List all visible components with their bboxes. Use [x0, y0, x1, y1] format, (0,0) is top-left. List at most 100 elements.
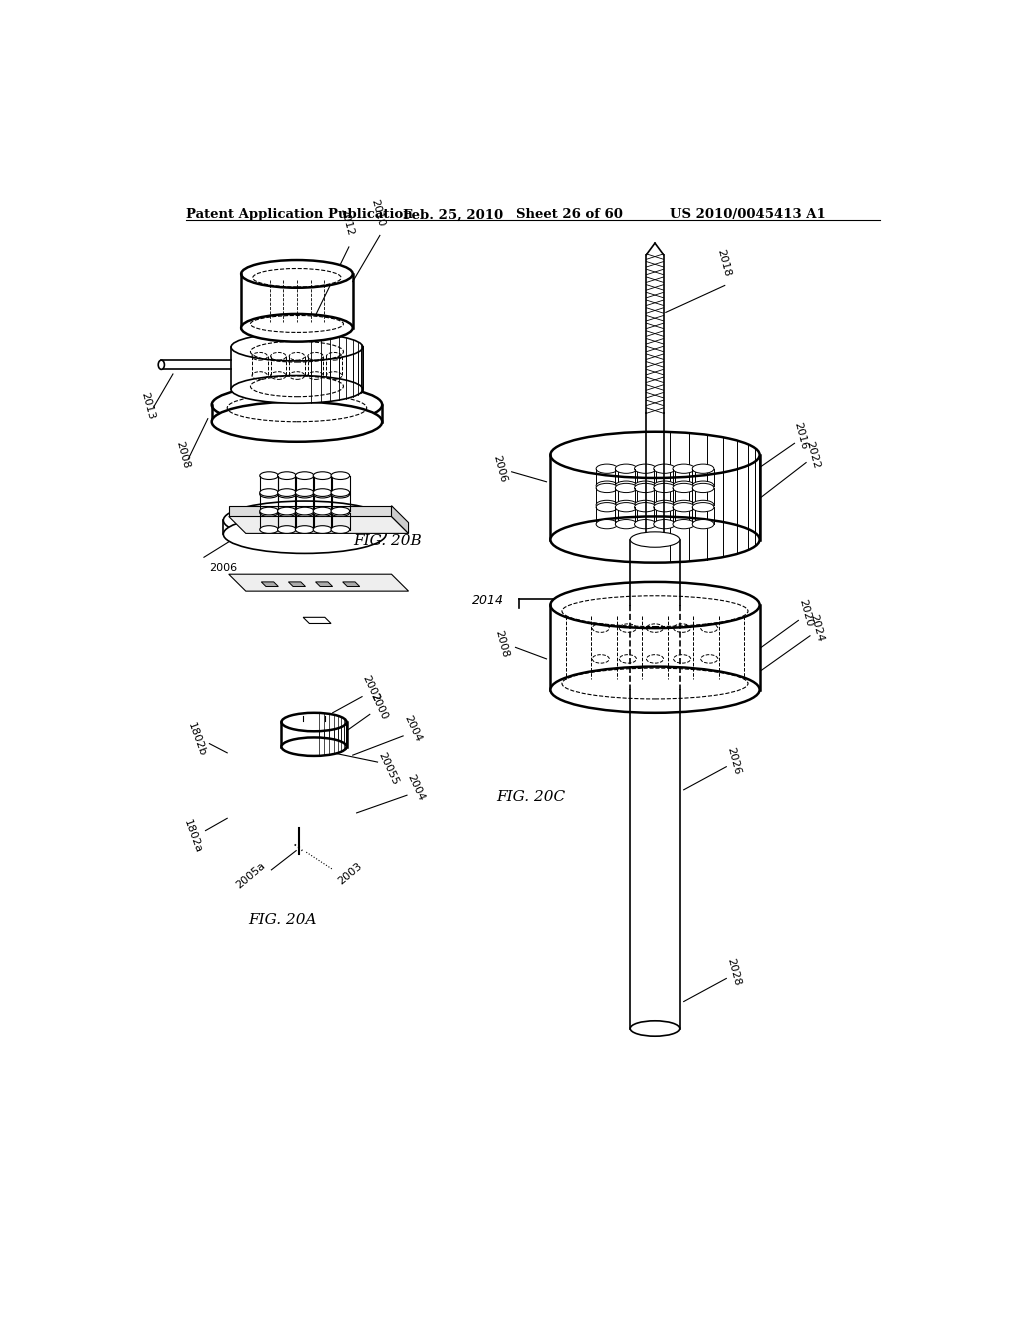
Text: 2005a: 2005a — [234, 861, 267, 891]
Ellipse shape — [295, 471, 314, 479]
Polygon shape — [315, 582, 333, 586]
Text: 2026: 2026 — [725, 746, 741, 775]
Text: 2022: 2022 — [805, 440, 821, 470]
Ellipse shape — [313, 525, 332, 533]
Ellipse shape — [260, 471, 279, 479]
Ellipse shape — [673, 503, 694, 512]
Ellipse shape — [550, 667, 760, 713]
Text: Sheet 26 of 60: Sheet 26 of 60 — [515, 209, 623, 222]
Text: 2020: 2020 — [797, 598, 814, 627]
Ellipse shape — [295, 507, 314, 515]
Ellipse shape — [673, 500, 694, 510]
Text: 2012: 2012 — [338, 207, 355, 238]
Text: 20055: 20055 — [376, 750, 400, 787]
Text: 2008: 2008 — [174, 441, 190, 470]
Ellipse shape — [282, 713, 346, 731]
Ellipse shape — [278, 490, 296, 498]
Text: 2004: 2004 — [402, 713, 423, 743]
Text: 2000: 2000 — [369, 692, 389, 722]
Ellipse shape — [331, 508, 349, 516]
Polygon shape — [303, 618, 331, 623]
Ellipse shape — [635, 465, 656, 474]
Ellipse shape — [673, 465, 694, 474]
Ellipse shape — [241, 260, 352, 288]
Ellipse shape — [615, 500, 637, 510]
Text: 2016: 2016 — [793, 421, 809, 450]
Text: 2028: 2028 — [725, 957, 741, 986]
Ellipse shape — [630, 532, 680, 548]
Ellipse shape — [635, 520, 656, 529]
Ellipse shape — [692, 465, 714, 474]
Ellipse shape — [313, 471, 332, 479]
Ellipse shape — [212, 401, 382, 442]
Text: 1802a: 1802a — [182, 818, 203, 854]
Ellipse shape — [241, 314, 352, 342]
Ellipse shape — [282, 738, 346, 756]
Ellipse shape — [635, 480, 656, 490]
Ellipse shape — [692, 483, 714, 492]
Ellipse shape — [596, 483, 617, 492]
Text: Feb. 25, 2010: Feb. 25, 2010 — [403, 209, 503, 222]
Ellipse shape — [260, 490, 279, 498]
Ellipse shape — [550, 432, 760, 478]
Ellipse shape — [331, 490, 349, 498]
Ellipse shape — [550, 516, 760, 562]
Ellipse shape — [653, 520, 676, 529]
Text: 2024: 2024 — [809, 612, 825, 643]
Ellipse shape — [260, 488, 279, 496]
Ellipse shape — [212, 385, 382, 425]
Ellipse shape — [673, 483, 694, 492]
Text: 2008: 2008 — [494, 628, 510, 659]
Text: 1802b: 1802b — [185, 722, 207, 758]
Ellipse shape — [331, 507, 349, 515]
Text: 2006: 2006 — [490, 454, 508, 483]
Text: 2018: 2018 — [715, 248, 732, 277]
Ellipse shape — [673, 520, 694, 529]
Ellipse shape — [295, 525, 314, 533]
Ellipse shape — [295, 508, 314, 516]
Text: 2003: 2003 — [336, 861, 364, 887]
Ellipse shape — [615, 520, 637, 529]
Ellipse shape — [313, 488, 332, 496]
Text: 2013: 2013 — [139, 391, 156, 420]
Ellipse shape — [223, 515, 386, 553]
Text: 2006: 2006 — [209, 564, 238, 573]
Ellipse shape — [260, 507, 279, 515]
Ellipse shape — [673, 480, 694, 490]
Ellipse shape — [615, 503, 637, 512]
Text: FIG. 20C: FIG. 20C — [496, 789, 565, 804]
Ellipse shape — [692, 520, 714, 529]
Ellipse shape — [231, 333, 362, 360]
Text: US 2010/0045413 A1: US 2010/0045413 A1 — [671, 209, 826, 222]
Text: Patent Application Publication: Patent Application Publication — [186, 209, 413, 222]
Ellipse shape — [653, 500, 676, 510]
Text: 2002: 2002 — [360, 675, 382, 704]
Ellipse shape — [635, 483, 656, 492]
Ellipse shape — [630, 1020, 680, 1036]
Ellipse shape — [653, 480, 676, 490]
Ellipse shape — [278, 525, 296, 533]
Ellipse shape — [635, 500, 656, 510]
Ellipse shape — [223, 502, 386, 540]
Ellipse shape — [596, 520, 617, 529]
Ellipse shape — [692, 500, 714, 510]
Ellipse shape — [615, 483, 637, 492]
Text: 2014: 2014 — [472, 594, 504, 607]
Ellipse shape — [278, 507, 296, 515]
Ellipse shape — [596, 465, 617, 474]
Polygon shape — [391, 506, 409, 533]
Ellipse shape — [692, 503, 714, 512]
Polygon shape — [228, 506, 391, 516]
Polygon shape — [289, 582, 305, 586]
Ellipse shape — [635, 503, 656, 512]
Ellipse shape — [596, 503, 617, 512]
Ellipse shape — [260, 525, 279, 533]
Ellipse shape — [260, 508, 279, 516]
Ellipse shape — [295, 488, 314, 496]
Ellipse shape — [550, 582, 760, 628]
Ellipse shape — [313, 490, 332, 498]
Text: FIG. 20B: FIG. 20B — [352, 535, 422, 548]
Ellipse shape — [313, 508, 332, 516]
Ellipse shape — [653, 465, 676, 474]
Ellipse shape — [653, 483, 676, 492]
